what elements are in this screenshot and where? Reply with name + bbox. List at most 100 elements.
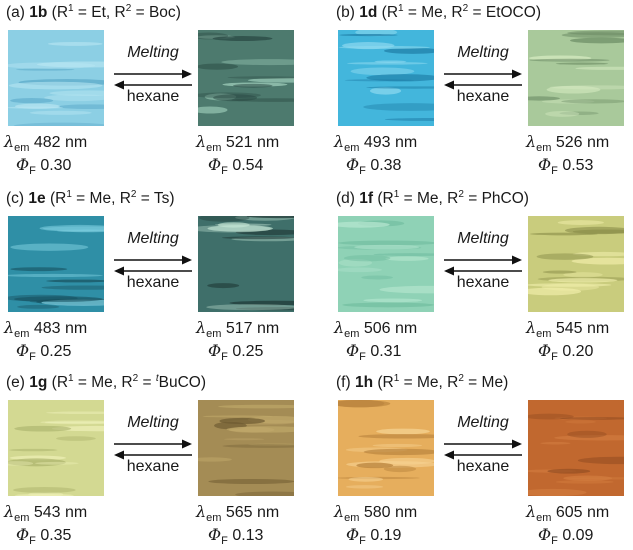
panel-title: (c) 1e (R1 = Me, R2 = Ts)	[6, 188, 175, 207]
quantum-yield-value: 0.09	[562, 527, 594, 544]
quantum-yield: ΦF 0.09	[538, 525, 594, 548]
reverse-arrowhead	[114, 80, 124, 90]
emission-wavelength: λem 506 nm	[334, 318, 418, 341]
melting-label: Melting	[127, 44, 179, 61]
emission-wavelength: λem 521 nm	[196, 132, 280, 155]
emission-wavelength: λem 543 nm	[4, 502, 88, 525]
hexane-label: hexane	[126, 458, 180, 475]
left-emission-info: λem 493 nm ΦF 0.38	[334, 131, 444, 177]
quantum-yield: ΦF 0.31	[346, 341, 402, 364]
phase-transition-arrows: Melting hexane	[438, 30, 528, 126]
wavelength-value: 605 nm	[555, 504, 610, 521]
after-melting-image	[198, 216, 294, 312]
quantum-yield: ΦF 0.53	[538, 155, 594, 178]
after-melting-image	[528, 30, 624, 126]
panel-1g: (e) 1g (R1 = Me, R2 = tBuCO) Melting hex…	[0, 370, 316, 550]
melting-label: Melting	[457, 414, 509, 431]
left-emission-info: λem 506 nm ΦF 0.31	[334, 317, 444, 363]
quantum-yield-value: 0.53	[562, 157, 594, 174]
panel-title: (e) 1g (R1 = Me, R2 = tBuCO)	[6, 372, 207, 391]
wavelength-value: 526 nm	[555, 134, 610, 151]
quantum-yield-value: 0.30	[40, 157, 72, 174]
right-emission-info: λem 526 nm ΦF 0.53	[526, 131, 633, 177]
quantum-yield: ΦF 0.35	[16, 525, 72, 548]
after-melting-image	[528, 400, 624, 496]
quantum-yield: ΦF 0.13	[208, 525, 264, 548]
after-melting-image	[198, 30, 294, 126]
forward-arrowhead	[182, 69, 192, 79]
emission-wavelength: λem 517 nm	[196, 318, 280, 341]
reverse-arrowhead	[444, 450, 454, 460]
wavelength-value: 565 nm	[225, 504, 280, 521]
forward-arrowhead	[182, 255, 192, 265]
reverse-arrowhead	[444, 80, 454, 90]
panel-1e: (c) 1e (R1 = Me, R2 = Ts) Melting hexane…	[0, 186, 316, 366]
melting-label: Melting	[127, 230, 179, 247]
right-emission-info: λem 605 nm ΦF 0.09	[526, 501, 633, 547]
before-melting-image	[8, 30, 104, 126]
after-melting-image	[528, 216, 624, 312]
wavelength-value: 493 nm	[363, 134, 418, 151]
emission-wavelength: λem 545 nm	[526, 318, 610, 341]
before-melting-image	[338, 216, 434, 312]
panel-1h: (f) 1h (R1 = Me, R2 = Me) Melting hexane…	[330, 370, 633, 550]
emission-wavelength: λem 482 nm	[4, 132, 88, 155]
reverse-arrowhead	[114, 450, 124, 460]
emission-wavelength: λem 493 nm	[334, 132, 418, 155]
wavelength-value: 545 nm	[555, 320, 610, 337]
phase-transition-arrows: Melting hexane	[108, 30, 198, 126]
emission-wavelength: λem 580 nm	[334, 502, 418, 525]
panel-title: (f) 1h (R1 = Me, R2 = Me)	[336, 372, 509, 391]
panel-1d: (b) 1d (R1 = Me, R2 = EtOCO) Melting hex…	[330, 0, 633, 180]
wavelength-value: 482 nm	[33, 134, 88, 151]
forward-arrowhead	[512, 255, 522, 265]
forward-arrowhead	[182, 439, 192, 449]
wavelength-value: 483 nm	[33, 320, 88, 337]
quantum-yield-value: 0.20	[562, 343, 594, 360]
wavelength-value: 543 nm	[33, 504, 88, 521]
melting-label: Melting	[457, 44, 509, 61]
quantum-yield: ΦF 0.38	[346, 155, 402, 178]
panel-1b: (a) 1b (R1 = Et, R2 = Boc) Melting hexan…	[0, 0, 316, 180]
quantum-yield-value: 0.31	[370, 343, 402, 360]
left-emission-info: λem 580 nm ΦF 0.19	[334, 501, 444, 547]
quantum-yield: ΦF 0.19	[346, 525, 402, 548]
quantum-yield: ΦF 0.25	[208, 341, 264, 364]
hexane-label: hexane	[456, 88, 510, 105]
hexane-label: hexane	[456, 458, 510, 475]
wavelength-value: 517 nm	[225, 320, 280, 337]
before-melting-image	[338, 30, 434, 126]
quantum-yield: ΦF 0.54	[208, 155, 264, 178]
before-melting-image	[8, 400, 104, 496]
melting-label: Melting	[127, 414, 179, 431]
reverse-arrowhead	[444, 266, 454, 276]
forward-arrowhead	[512, 69, 522, 79]
hexane-label: hexane	[456, 274, 510, 291]
quantum-yield: ΦF 0.30	[16, 155, 72, 178]
quantum-yield-value: 0.19	[370, 527, 402, 544]
panel-1f: (d) 1f (R1 = Me, R2 = PhCO) Melting hexa…	[330, 186, 633, 366]
reverse-arrowhead	[114, 266, 124, 276]
left-emission-info: λem 543 nm ΦF 0.35	[4, 501, 114, 547]
emission-wavelength: λem 483 nm	[4, 318, 88, 341]
phase-transition-arrows: Melting hexane	[438, 400, 528, 496]
right-emission-info: λem 517 nm ΦF 0.25	[196, 317, 306, 363]
before-melting-image	[8, 216, 104, 312]
quantum-yield-value: 0.54	[232, 157, 264, 174]
right-emission-info: λem 545 nm ΦF 0.20	[526, 317, 633, 363]
quantum-yield-value: 0.25	[40, 343, 72, 360]
hexane-label: hexane	[126, 274, 180, 291]
right-emission-info: λem 565 nm ΦF 0.13	[196, 501, 306, 547]
before-melting-image	[338, 400, 434, 496]
quantum-yield-value: 0.25	[232, 343, 264, 360]
melting-label: Melting	[457, 230, 509, 247]
phase-transition-arrows: Melting hexane	[108, 216, 198, 312]
wavelength-value: 506 nm	[363, 320, 418, 337]
quantum-yield: ΦF 0.25	[16, 341, 72, 364]
emission-wavelength: λem 605 nm	[526, 502, 610, 525]
quantum-yield-value: 0.13	[232, 527, 264, 544]
forward-arrowhead	[512, 439, 522, 449]
quantum-yield: ΦF 0.20	[538, 341, 594, 364]
panel-title: (d) 1f (R1 = Me, R2 = PhCO)	[336, 188, 529, 207]
quantum-yield-value: 0.35	[40, 527, 72, 544]
